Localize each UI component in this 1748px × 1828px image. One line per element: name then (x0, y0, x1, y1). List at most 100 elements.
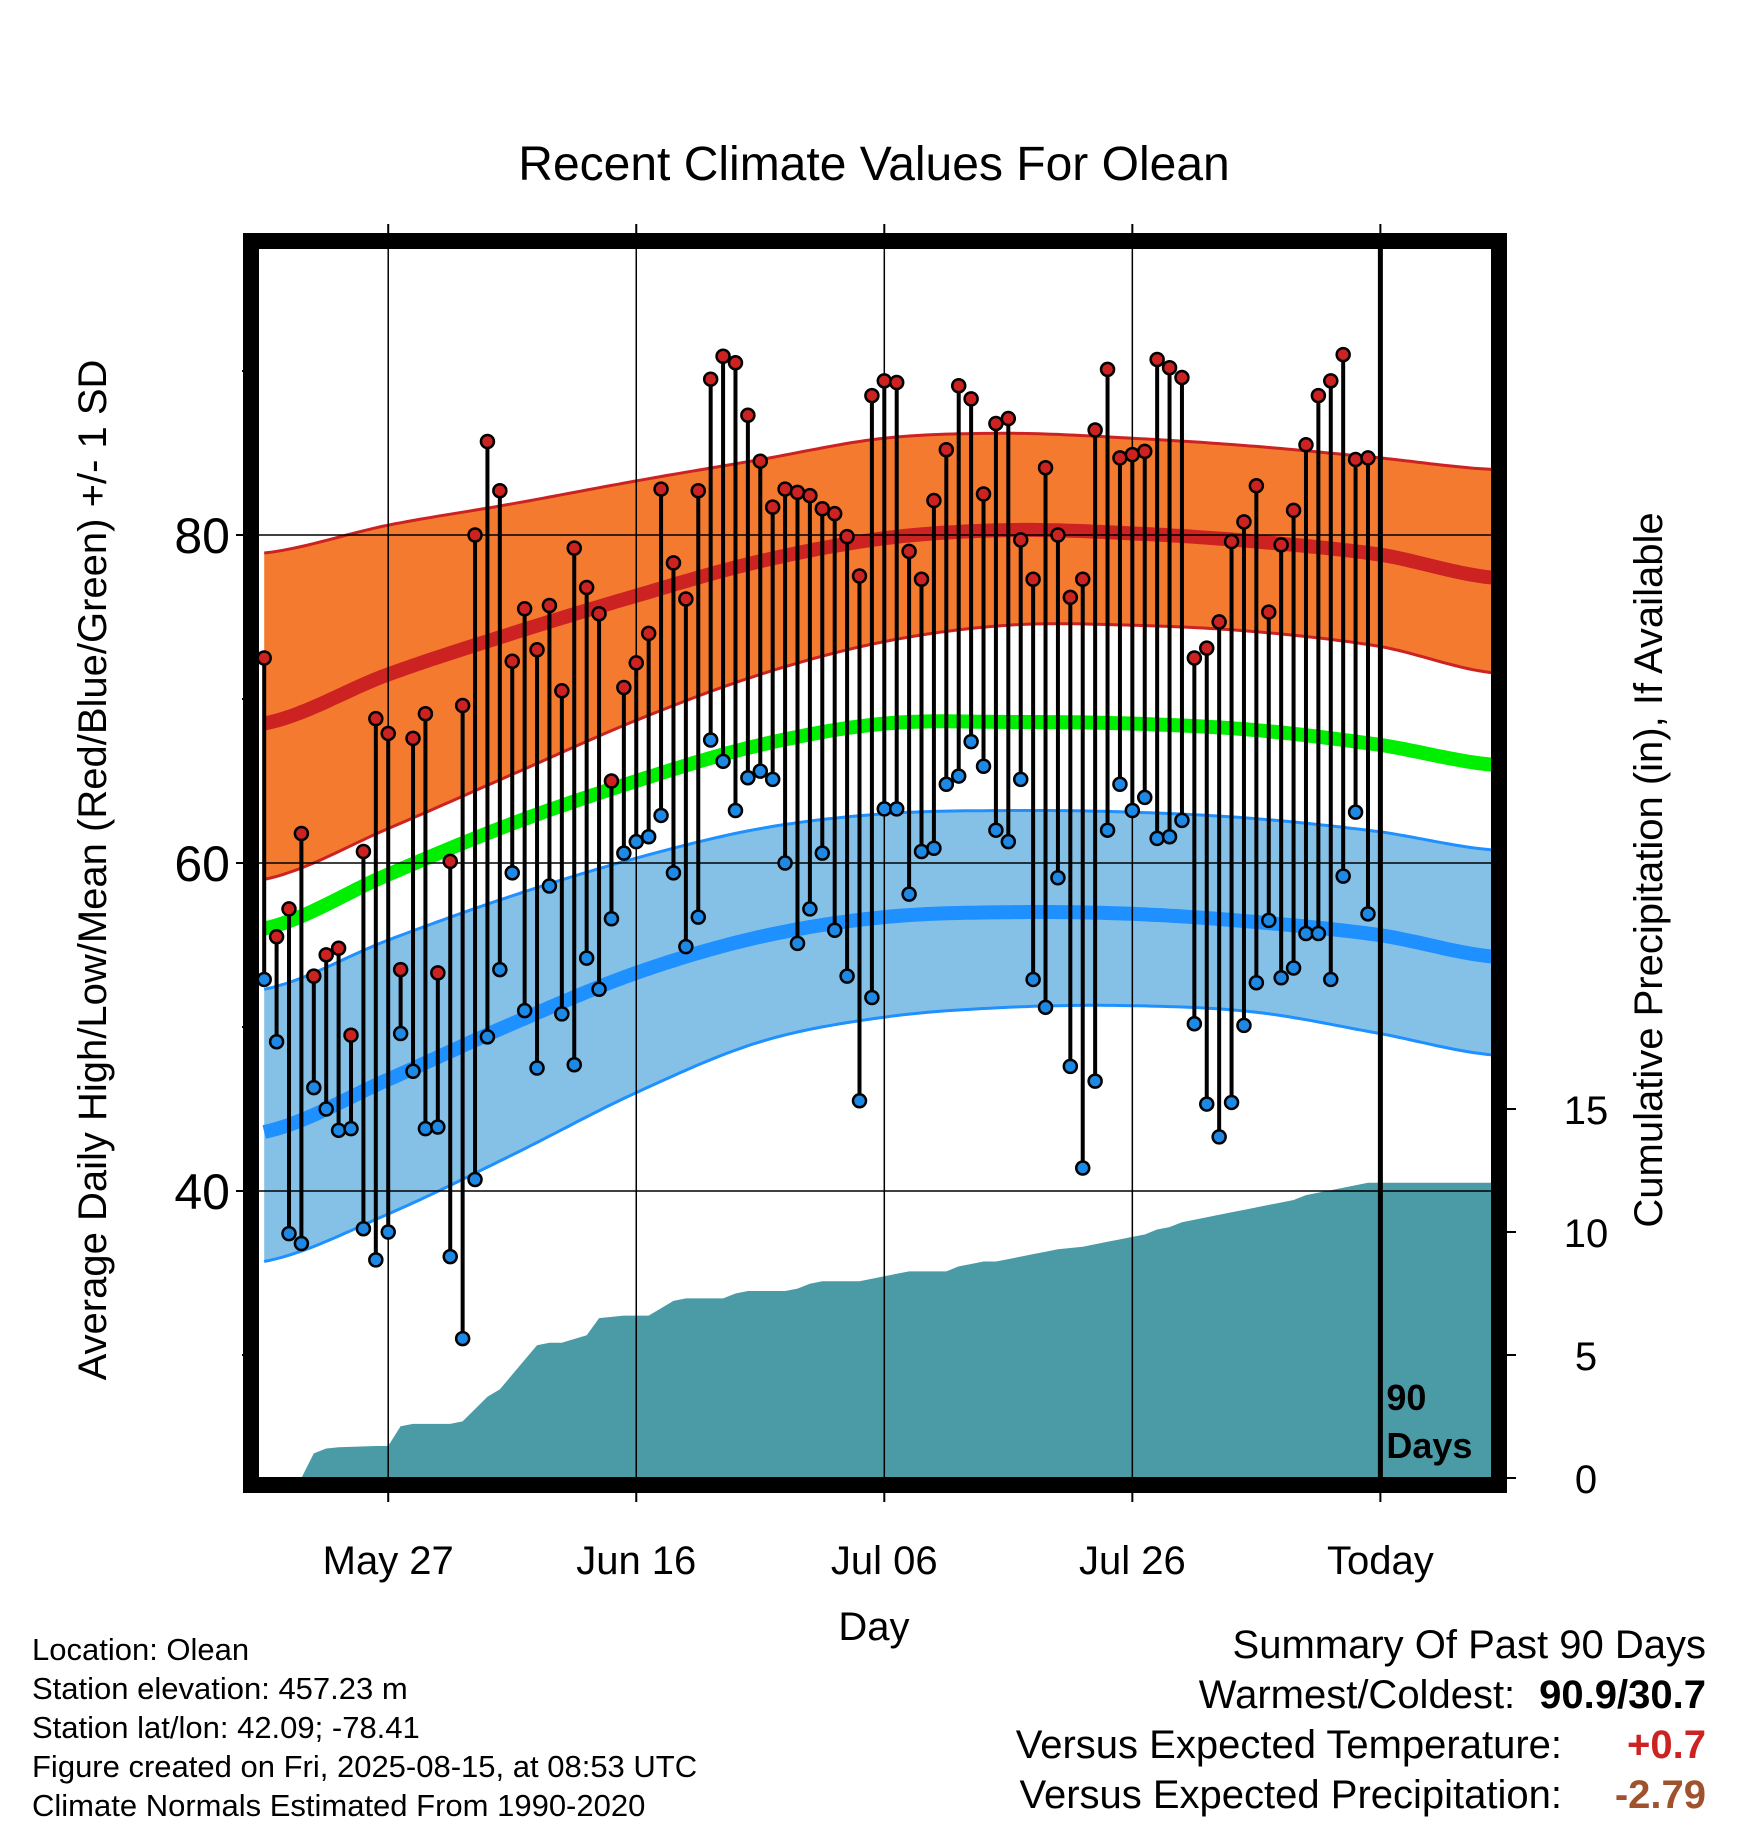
observed-low-point (1298, 925, 1314, 942)
observed-high-point (1112, 450, 1128, 466)
observed-high-point (1050, 527, 1066, 543)
observed-low-point (318, 1101, 334, 1117)
observed-low-point (777, 855, 793, 871)
observed-low-point (258, 971, 272, 988)
observed-low-point (380, 1224, 396, 1240)
observed-high-point (1335, 346, 1351, 363)
y2-tick-label: 15 (1564, 1089, 1609, 1133)
observed-low-point (864, 989, 880, 1006)
today-marker-label: 90 (1386, 1377, 1426, 1418)
observed-high-point (901, 543, 917, 560)
observed-low-point (1248, 974, 1265, 991)
observed-low-point (529, 1060, 545, 1076)
observed-high-point (678, 591, 694, 607)
observed-low-point (975, 758, 992, 774)
observed-low-point (665, 865, 682, 881)
observed-low-point (1186, 1015, 1203, 1032)
warmest-coldest-row: Warmest/Coldest: 90.9/30.7 (1016, 1670, 1706, 1720)
observed-high-point (1298, 437, 1314, 453)
x-tick-label: Jul 26 (1079, 1539, 1186, 1583)
precip-anomaly-row: Versus Expected Precipitation: -2.79 (1016, 1770, 1706, 1820)
observed-low-point (591, 981, 607, 998)
observed-low-point (752, 763, 769, 779)
observed-high-point (578, 579, 595, 596)
observed-low-point (442, 1248, 458, 1265)
observed-high-point (1062, 589, 1079, 606)
observed-high-point (864, 387, 880, 404)
observed-low-point (653, 807, 669, 824)
observed-low-point (616, 845, 632, 861)
observed-high-point (702, 371, 719, 387)
observed-low-point (330, 1122, 347, 1139)
observed-low-point (430, 1119, 446, 1135)
observed-low-point (851, 1093, 868, 1109)
observed-high-point (330, 940, 347, 957)
observed-high-point (1037, 460, 1054, 476)
observed-low-point (1273, 970, 1289, 986)
summary-heading: Summary Of Past 90 Days (1232, 1623, 1706, 1667)
observed-low-point (281, 1225, 297, 1242)
observed-high-point (752, 453, 769, 469)
observed-low-point (1124, 802, 1141, 819)
observed-high-point (888, 374, 905, 391)
observed-low-point (1347, 804, 1364, 820)
observed-low-point (343, 1120, 359, 1137)
observed-high-point (616, 679, 632, 696)
observed-low-point (392, 1025, 409, 1042)
observed-high-point (430, 965, 446, 981)
observed-high-point (1124, 446, 1141, 463)
observed-high-point (591, 605, 607, 622)
observed-high-point (950, 378, 967, 394)
observed-low-point (1174, 812, 1190, 829)
observed-low-point (1335, 868, 1351, 884)
observed-low-point (479, 1029, 496, 1045)
y2-axis-label: Cumulative Precipitation (in), If Availa… (1627, 512, 1671, 1227)
observed-high-point (492, 482, 508, 499)
observed-low-point (926, 840, 942, 856)
observed-high-point (839, 528, 855, 545)
observed-low-point (789, 935, 806, 952)
observed-high-point (504, 653, 520, 670)
x-tick-label: Today (1327, 1539, 1434, 1583)
observed-low-point (764, 771, 781, 788)
plot-area: 90 Days (258, 248, 1492, 1478)
observed-low-point (901, 886, 917, 902)
created-text: Figure created on Fri, 2025-08-15, at 08… (32, 1749, 698, 1784)
observed-low-point (417, 1120, 434, 1137)
observed-high-point (1211, 614, 1227, 630)
observed-low-point (1012, 771, 1029, 788)
observed-high-point (479, 433, 496, 450)
observed-high-point (541, 597, 558, 614)
observed-low-point (1149, 830, 1165, 847)
location-text: Location: Olean (32, 1632, 250, 1667)
observed-low-point (1161, 829, 1178, 845)
observed-high-point (1236, 514, 1252, 530)
observed-low-point (454, 1330, 471, 1347)
normal-mean-line (262, 714, 1492, 936)
observed-high-point (727, 355, 744, 371)
temp-anomaly-value: +0.7 (1627, 1723, 1706, 1767)
observed-high-point (640, 625, 657, 642)
observed-high-point (1273, 537, 1289, 553)
observed-high-point (789, 484, 806, 501)
elevation-text: Station elevation: 457.23 m (32, 1671, 408, 1706)
temp-anomaly-row: Versus Expected Temperature: +0.7 (1016, 1720, 1706, 1770)
observed-high-point (1025, 571, 1041, 588)
observed-low-point (1310, 925, 1327, 942)
observed-low-point (1136, 789, 1153, 806)
observed-high-point (306, 968, 322, 984)
observed-high-point (516, 601, 533, 617)
observed-high-point (975, 486, 992, 502)
observed-high-point (938, 441, 955, 458)
low-sd-upper-line (263, 809, 1492, 991)
observed-high-point (1323, 373, 1339, 389)
observed-high-point (1261, 604, 1277, 620)
observed-low-point (826, 922, 843, 938)
y2-tick-label: 0 (1575, 1458, 1597, 1502)
observed-low-point (814, 845, 831, 861)
x-tick-label: Jul 06 (831, 1539, 938, 1583)
observed-high-point (1174, 369, 1190, 386)
observed-low-point (640, 829, 657, 845)
y-axis-label: Average Daily High/Low/Mean (Red/Blue/Gr… (71, 360, 115, 1381)
observed-high-point (368, 710, 384, 727)
